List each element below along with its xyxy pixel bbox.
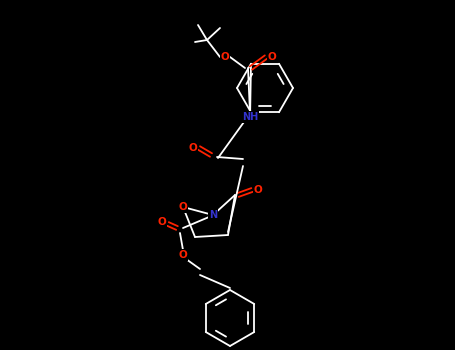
Text: O: O [157, 217, 167, 227]
Text: O: O [179, 202, 187, 212]
Text: O: O [221, 52, 229, 62]
Text: O: O [268, 52, 276, 62]
Text: O: O [189, 143, 197, 153]
Text: N: N [209, 210, 217, 220]
Text: NH: NH [242, 112, 258, 122]
Text: O: O [179, 250, 187, 260]
Text: O: O [253, 185, 263, 195]
